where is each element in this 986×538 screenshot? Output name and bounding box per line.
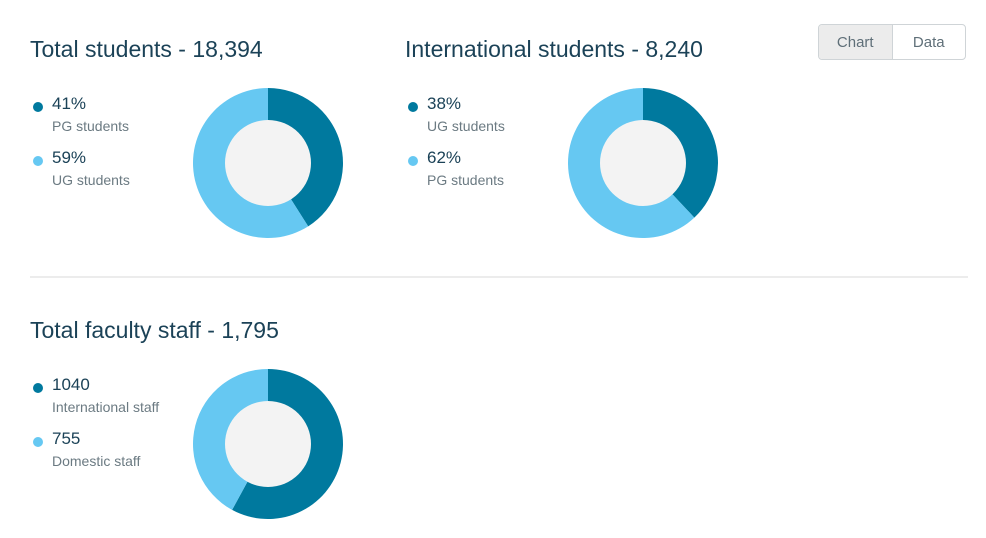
legend-label: Domestic staff — [52, 453, 141, 469]
data-view-button[interactable]: Data — [912, 33, 945, 51]
legend-dot — [33, 156, 43, 166]
legend-label: UG students — [52, 172, 130, 188]
legend-dot — [33, 437, 43, 447]
legend-dot — [408, 102, 418, 112]
legend-value: 1040 — [52, 375, 90, 394]
chart-view-button[interactable]: Chart — [819, 25, 893, 59]
legend-value: 38% — [427, 94, 462, 113]
chart-title: International students - 8,240 — [405, 36, 703, 62]
donut-hole — [225, 120, 311, 206]
donut-chart — [568, 88, 718, 238]
legend-label: International staff — [52, 399, 160, 415]
legend-value: 62% — [427, 148, 462, 167]
legend-dot — [33, 102, 43, 112]
chart-data-toggle: Chart Data — [818, 24, 966, 60]
chart-title: Total students - 18,394 — [30, 36, 263, 62]
legend-dot — [33, 383, 43, 393]
legend-dot — [408, 156, 418, 166]
legend-value: 41% — [52, 94, 87, 113]
legend-label: PG students — [52, 118, 130, 134]
legend-value: 755 — [52, 429, 81, 448]
donut-chart — [193, 88, 344, 238]
chart-title: Total faculty staff - 1,795 — [30, 317, 279, 343]
international-students-chart: International students - 8,240 38% UG st… — [405, 36, 745, 246]
section-divider — [30, 276, 968, 278]
total-students-chart: Total students - 18,394 41% PG students … — [30, 36, 370, 246]
legend-value: 59% — [52, 148, 87, 167]
donut-hole — [600, 120, 686, 206]
donut-chart — [193, 369, 343, 519]
legend-label: UG students — [427, 118, 505, 134]
donut-hole — [225, 401, 311, 487]
faculty-staff-chart: Total faculty staff - 1,795 1040 Interna… — [30, 317, 370, 527]
legend-label: PG students — [427, 172, 505, 188]
